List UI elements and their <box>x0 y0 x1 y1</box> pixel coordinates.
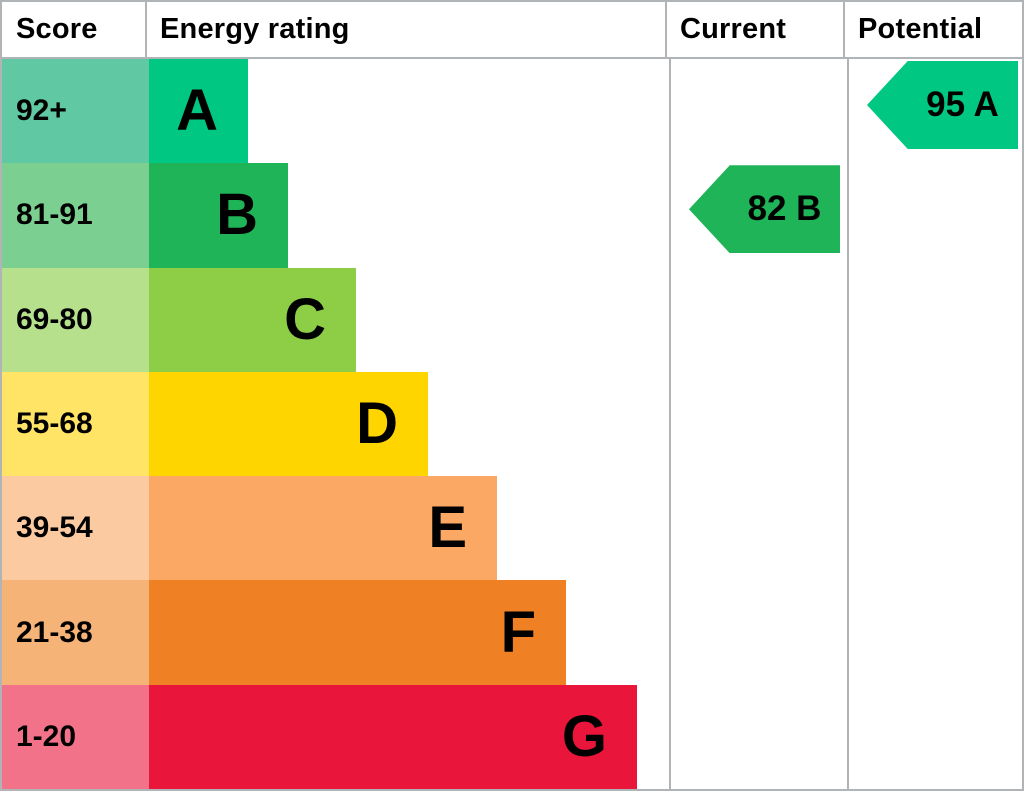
score-range-e-label: 39-54 <box>16 511 93 545</box>
band-letter-f: F <box>500 599 536 665</box>
potential-rating-label: 95 A <box>926 85 999 124</box>
band-bar-f: F <box>149 580 566 685</box>
header-score-label: Score <box>16 13 98 45</box>
potential-cell-b <box>847 163 1022 268</box>
header-potential-label: Potential <box>858 13 983 45</box>
rating-cell-g: G <box>149 684 669 789</box>
score-range-f: 21-38 <box>2 580 149 685</box>
band-row-a: 92+ A 95 A <box>2 59 1022 164</box>
score-range-d-label: 55-68 <box>16 406 93 440</box>
score-range-c: 69-80 <box>2 267 149 372</box>
score-range-c-label: 69-80 <box>16 302 93 336</box>
header-current: Current <box>667 2 845 57</box>
potential-cell-c <box>847 267 1022 372</box>
band-row-d: 55-68 D <box>2 371 1022 477</box>
header-current-label: Current <box>680 13 787 45</box>
score-range-f-label: 21-38 <box>16 615 93 649</box>
current-rating-arrow: 82 B <box>689 165 840 254</box>
rating-cell-b: B <box>149 163 669 268</box>
band-rows: 92+ A 95 A 81-91 B <box>2 59 1022 789</box>
band-bar-d: D <box>149 371 428 477</box>
band-row-f: 21-38 F <box>2 580 1022 685</box>
band-bar-c: C <box>149 267 356 372</box>
score-range-a-label: 92+ <box>16 94 67 128</box>
potential-cell-g <box>847 684 1022 789</box>
score-range-g-label: 1-20 <box>16 719 77 753</box>
rating-cell-f: F <box>149 580 669 685</box>
band-letter-b: B <box>216 182 258 248</box>
band-row-c: 69-80 C <box>2 267 1022 372</box>
header-score: Score <box>2 2 147 57</box>
band-letter-c: C <box>284 286 326 352</box>
score-range-a: 92+ <box>2 59 149 164</box>
current-cell-g <box>669 684 847 789</box>
band-row-b: 81-91 B 82 B <box>2 163 1022 268</box>
current-cell-f <box>669 580 847 685</box>
current-cell-d <box>669 371 847 477</box>
potential-cell-f <box>847 580 1022 685</box>
header-energy-rating: Energy rating <box>147 2 667 57</box>
current-cell-e <box>669 476 847 581</box>
band-letter-a: A <box>176 78 218 144</box>
score-range-b: 81-91 <box>2 163 149 268</box>
rating-cell-c: C <box>149 267 669 372</box>
score-range-b-label: 81-91 <box>16 198 93 232</box>
rating-cell-d: D <box>149 371 669 477</box>
score-range-d: 55-68 <box>2 371 149 477</box>
band-row-e: 39-54 E <box>2 476 1022 581</box>
potential-cell-e <box>847 476 1022 581</box>
rating-cell-a: A <box>149 59 669 164</box>
potential-cell-a: 95 A <box>847 59 1022 164</box>
current-cell-a <box>669 59 847 164</box>
current-rating-label: 82 B <box>747 189 822 229</box>
header-energy-rating-label: Energy rating <box>160 13 350 45</box>
rating-cell-e: E <box>149 476 669 581</box>
table-header: Score Energy rating Current Potential <box>2 2 1022 59</box>
band-letter-e: E <box>428 495 467 561</box>
score-range-e: 39-54 <box>2 476 149 581</box>
band-bar-b: B <box>149 163 288 268</box>
band-bar-e: E <box>149 476 497 581</box>
potential-cell-d <box>847 371 1022 477</box>
band-letter-g: G <box>561 703 607 769</box>
band-letter-d: D <box>356 390 398 456</box>
current-cell-c <box>669 267 847 372</box>
potential-rating-arrow: 95 A <box>867 61 1018 149</box>
header-potential: Potential <box>845 2 1022 57</box>
band-row-g: 1-20 G <box>2 684 1022 789</box>
band-bar-a: A <box>149 59 248 164</box>
band-bar-g: G <box>149 684 637 789</box>
current-cell-b: 82 B <box>669 163 847 268</box>
score-range-g: 1-20 <box>2 684 149 789</box>
